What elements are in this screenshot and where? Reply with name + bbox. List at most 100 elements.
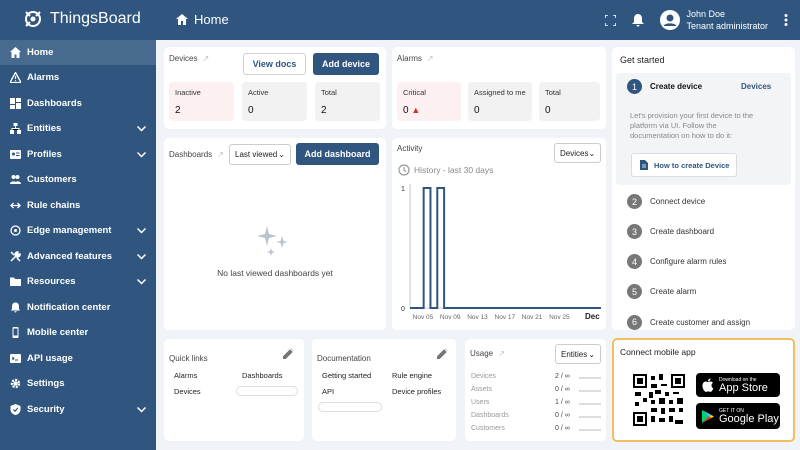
sidebar-item-security[interactable]: Security bbox=[0, 397, 156, 423]
sidebar-item-label: Dashboards bbox=[27, 97, 82, 109]
qr-code-icon[interactable] bbox=[633, 374, 685, 426]
sidebar-item-profiles[interactable]: Profiles bbox=[0, 142, 156, 168]
edit-icon[interactable] bbox=[283, 348, 294, 359]
how-to-create-device-button[interactable]: How to create Device bbox=[631, 153, 737, 177]
notifications-button[interactable] bbox=[624, 13, 652, 27]
step-2[interactable]: 2 Connect device bbox=[627, 194, 705, 209]
profiles-icon bbox=[10, 149, 21, 160]
activity-chart: 0 1 Nov 05 Nov 09 Nov 13 Nov 17 Nov 21 Nov 25 De… bbox=[401, 184, 601, 321]
fullscreen-button[interactable] bbox=[596, 14, 624, 26]
y-tick-label: 0 bbox=[401, 306, 405, 313]
google-play-icon bbox=[702, 409, 714, 423]
add-doc-link-button[interactable] bbox=[318, 402, 382, 412]
stat-total[interactable]: Total 2 bbox=[315, 82, 380, 121]
app-store-badge[interactable]: Download on the App Store bbox=[696, 373, 780, 397]
sidebar-item-entities[interactable]: Entities bbox=[0, 116, 156, 142]
document-icon bbox=[640, 160, 648, 170]
documentation-title: Documentation bbox=[317, 354, 371, 363]
chevron-down-icon bbox=[136, 226, 147, 237]
avatar-icon bbox=[660, 10, 681, 30]
open-external-icon[interactable]: ↗ bbox=[426, 54, 434, 63]
stat-active[interactable]: Active 0 bbox=[242, 82, 307, 121]
sidebar-item-edge-management[interactable]: Edge management bbox=[0, 218, 156, 244]
open-external-icon[interactable]: ↗ bbox=[498, 349, 505, 358]
add-device-button[interactable]: Add device bbox=[313, 53, 379, 75]
sidebar-item-advanced-features[interactable]: Advanced features bbox=[0, 244, 156, 270]
activity-filter-select[interactable]: Devices ⌄ bbox=[554, 143, 601, 163]
usage-label: Devices bbox=[471, 373, 496, 380]
usage-label: Dashboards bbox=[471, 412, 509, 419]
sidebar-item-rule-chains[interactable]: Rule chains bbox=[0, 193, 156, 219]
devices-link[interactable]: Devices bbox=[741, 82, 772, 91]
sidebar-item-dashboards[interactable]: Dashboards bbox=[0, 91, 156, 117]
sidebar-item-customers[interactable]: Customers bbox=[0, 167, 156, 193]
mobile-icon bbox=[10, 327, 21, 339]
add-dashboard-button[interactable]: Add dashboard bbox=[296, 143, 379, 165]
step-3[interactable]: 3 Create dashboard bbox=[627, 224, 714, 239]
stat-value: 0 bbox=[474, 105, 480, 116]
usage-row: Dashboards 0 / ∞ bbox=[471, 412, 601, 419]
step-label: Connect device bbox=[650, 197, 706, 206]
stat-label: Active bbox=[248, 88, 269, 97]
step-6[interactable]: 6 Create customer and assign bbox=[627, 314, 751, 330]
series-line bbox=[410, 187, 601, 309]
doc-link-item[interactable]: Device profiles bbox=[392, 387, 442, 396]
sidebar-item-resources[interactable]: Resources bbox=[0, 269, 156, 295]
step-label: Configure alarm rules bbox=[650, 257, 727, 266]
open-external-icon[interactable]: ↗ bbox=[202, 54, 210, 63]
clock-icon bbox=[398, 164, 410, 176]
edge-icon bbox=[10, 225, 21, 236]
gear-icon bbox=[10, 378, 21, 389]
user-role: Tenant administrator bbox=[686, 21, 768, 31]
edit-icon[interactable] bbox=[437, 348, 448, 359]
more-menu-button[interactable] bbox=[772, 14, 800, 26]
logo[interactable]: ThingsBoard bbox=[22, 8, 141, 30]
stat-label: Assigned to me bbox=[474, 88, 526, 97]
doc-link-item[interactable]: API bbox=[322, 387, 335, 396]
sidebar-item-label: Profiles bbox=[27, 148, 62, 160]
step-4[interactable]: 4 Configure alarm rules bbox=[627, 254, 726, 269]
google-play-small-text: GET IT ON bbox=[719, 407, 744, 414]
app-name: ThingsBoard bbox=[50, 10, 141, 27]
sidebar-item-alarms[interactable]: Alarms bbox=[0, 65, 156, 91]
stat-total-alarms[interactable]: Total 0 bbox=[539, 82, 600, 121]
open-external-icon[interactable]: ↗ bbox=[217, 150, 224, 159]
sidebar-item-home[interactable]: Home bbox=[0, 40, 156, 65]
usage-filter-select[interactable]: Entities ⌄ bbox=[555, 344, 601, 364]
sidebar-item-settings[interactable]: Settings bbox=[0, 371, 156, 397]
user-name: John Doe bbox=[686, 9, 725, 19]
usage-row: Assets 0 / ∞ bbox=[471, 386, 601, 393]
step-label: Create customer and assign bbox=[650, 317, 751, 327]
stat-inactive[interactable]: Inactive 2 bbox=[169, 82, 234, 121]
page-title: Home bbox=[176, 12, 229, 27]
sidebar-item-label: Entities bbox=[27, 123, 62, 135]
sidebar-item-mobile-center[interactable]: Mobile center bbox=[0, 320, 156, 346]
quick-link-item[interactable]: Dashboards bbox=[242, 371, 283, 380]
alarms-card: Alarms ↗ Critical 0 ▲ Assigned to me 0 To… bbox=[392, 47, 606, 129]
step-number: 5 bbox=[627, 284, 642, 299]
sidebar-item-notification-center[interactable]: Notification center bbox=[0, 295, 156, 321]
usage-bar bbox=[579, 403, 601, 405]
chevron-down-icon: ⌄ bbox=[278, 150, 285, 159]
stat-assigned[interactable]: Assigned to me 0 bbox=[468, 82, 532, 121]
usage-value: 0 / ∞ bbox=[555, 425, 570, 432]
google-play-badge[interactable]: GET IT ON Google Play bbox=[696, 403, 780, 429]
step-5[interactable]: 5 Create alarm bbox=[627, 284, 696, 299]
step-1[interactable]: 1 Create device bbox=[627, 79, 702, 94]
doc-link-item[interactable]: Rule engine bbox=[392, 371, 433, 380]
view-docs-button[interactable]: View docs bbox=[243, 53, 306, 75]
usage-bar bbox=[579, 390, 601, 392]
entities-icon bbox=[10, 123, 21, 135]
dashboards-title: Dashboards ↗ bbox=[169, 150, 224, 159]
quick-link-item[interactable]: Alarms bbox=[174, 371, 198, 380]
x-tick-label: Nov 09 bbox=[440, 314, 461, 321]
stat-critical[interactable]: Critical 0 ▲ bbox=[397, 82, 461, 121]
add-quick-link-button[interactable] bbox=[236, 386, 298, 396]
dashboards-filter-select[interactable]: Last viewed ⌄ bbox=[229, 144, 291, 165]
doc-link-item[interactable]: Getting started bbox=[322, 371, 372, 380]
sidebar-item-api-usage[interactable]: API usage bbox=[0, 346, 156, 372]
sidebar-item-label: Alarms bbox=[27, 72, 60, 84]
user-menu[interactable]: John Doe Tenant administrator bbox=[660, 8, 768, 32]
x-tick-label: Nov 21 bbox=[522, 314, 543, 321]
quick-link-item[interactable]: Devices bbox=[174, 387, 201, 396]
